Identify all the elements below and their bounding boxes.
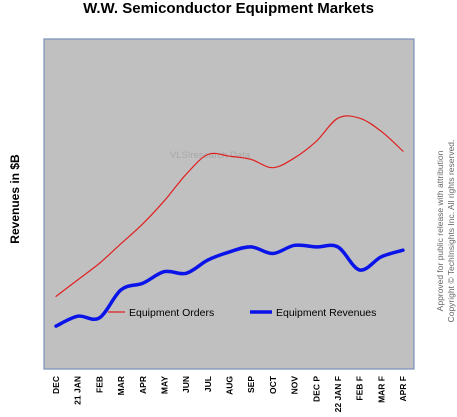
x-tick-label: SEP (246, 376, 256, 393)
x-tick-label: FEB (94, 376, 104, 393)
chart-title: W.W. Semiconductor Equipment Markets (83, 0, 374, 17)
x-tick-label: OCT (268, 375, 278, 394)
x-tick-label: MAY (159, 376, 169, 394)
legend-label-equipment-revenues: Equipment Revenues (276, 307, 376, 319)
series-line-equipment-orders (55, 115, 404, 297)
x-tick-label: JUL (203, 376, 213, 392)
legend-label-equipment-orders: Equipment Orders (129, 307, 214, 319)
x-tick-label: MAR F (376, 376, 386, 403)
x-tick-label: APR F (398, 376, 408, 402)
x-tick-label: 21 JAN (73, 376, 83, 405)
x-tick-label: DEC (51, 376, 61, 394)
x-tick-label: FEB F (355, 376, 365, 401)
x-tick-label: JUN (181, 376, 191, 393)
x-tick-label: AUG (225, 376, 235, 395)
x-tick-label: DEC P (311, 376, 321, 402)
x-tick-label: 22 JAN F (333, 376, 343, 412)
x-tick-label: MAR (116, 376, 126, 395)
x-tick-label: APR (138, 376, 148, 394)
watermark: VLSIresearch Data (170, 150, 251, 161)
legend: Equipment Orders Equipment Revenues (108, 307, 376, 319)
x-tick-label: NOV (290, 376, 300, 395)
series-line-equipment-revenues (54, 243, 405, 328)
